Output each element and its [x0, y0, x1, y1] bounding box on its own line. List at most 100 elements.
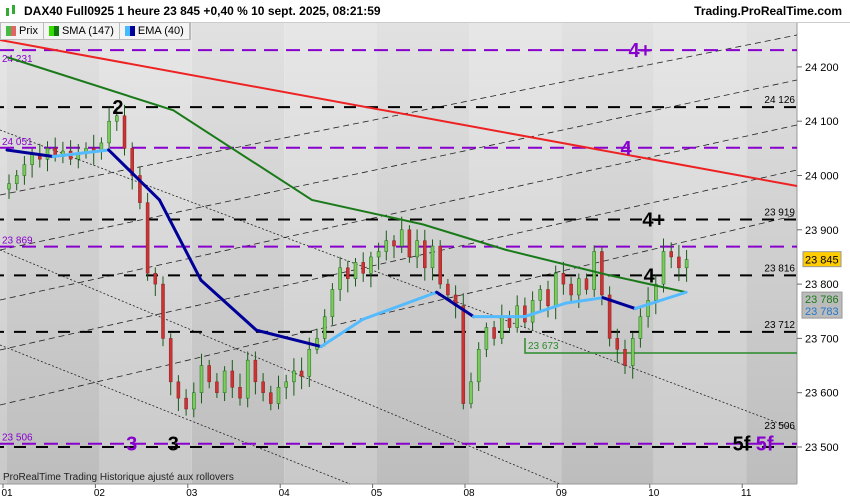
legend-ema[interactable]: EMA (40) — [120, 23, 190, 39]
candle-body — [638, 316, 643, 339]
candle-body — [222, 370, 227, 393]
candlestick-icon — [6, 5, 15, 16]
x-tick-label: 02 — [94, 488, 106, 499]
candle-body — [307, 349, 312, 377]
candle-body — [561, 272, 566, 285]
candle-body — [669, 251, 673, 258]
candle-body — [399, 229, 404, 247]
level-label: 24 051 — [2, 137, 33, 148]
x-tick-label: 04 — [279, 488, 291, 499]
x-tick-label: 01 — [1, 488, 13, 499]
sma-value-label: 23 786 — [805, 294, 839, 306]
last-price-badge — [802, 251, 842, 268]
dotted-trend-line — [0, 344, 351, 485]
level-label: 23 816 — [764, 263, 795, 274]
candle-body — [115, 115, 119, 122]
candle-body — [615, 338, 620, 350]
candle-body — [476, 349, 481, 383]
x-tick-label: 08 — [463, 488, 475, 499]
candle-body — [569, 283, 573, 296]
sma-line — [6, 56, 687, 294]
ema-segment — [199, 278, 258, 332]
ema-segment — [51, 148, 111, 158]
candle-body — [122, 115, 127, 149]
candle-body — [546, 289, 550, 307]
candle-body — [684, 259, 689, 269]
candle-body — [245, 359, 250, 399]
y-tick-label: 23 600 — [805, 388, 839, 400]
candle-body — [45, 148, 50, 160]
candle-body — [261, 381, 265, 393]
y-tick-label: 24 000 — [805, 171, 839, 183]
y-tick-label: 23 900 — [805, 225, 839, 237]
candle-body — [161, 283, 165, 339]
y-tick-label: 24 100 — [805, 116, 839, 128]
ema-segment — [157, 198, 203, 282]
time-axis — [0, 484, 850, 500]
candle-body — [292, 370, 296, 383]
candle-body — [646, 300, 650, 317]
dotted-trend-line — [0, 129, 798, 431]
candle-body — [199, 365, 204, 393]
channel-line — [0, 124, 798, 301]
candle-body — [7, 183, 11, 190]
x-tick-label: 10 — [648, 488, 660, 499]
candle-body — [322, 316, 327, 339]
x-tick-label: 11 — [741, 488, 752, 499]
site-link[interactable]: Trading.ProRealTime.com — [694, 4, 842, 18]
candle-body — [423, 240, 427, 269]
candle-body — [30, 153, 34, 165]
candle-body — [330, 289, 335, 317]
channel-line — [0, 79, 798, 251]
candle-body — [284, 381, 288, 388]
legend-label: SMA (147) — [61, 25, 114, 37]
candle-body — [584, 278, 589, 290]
candle-body — [677, 256, 681, 269]
candle-body — [107, 120, 111, 144]
wave-label: 2 — [112, 97, 123, 119]
level-label: 23 712 — [764, 320, 795, 331]
y-tick-label: 23 700 — [805, 333, 839, 345]
wave-label: 3 — [126, 434, 137, 456]
candle-body — [361, 262, 365, 274]
candle-body — [484, 327, 489, 350]
candle-body — [22, 164, 27, 176]
candle-body — [461, 305, 466, 404]
candle-body — [138, 175, 142, 203]
candle-body — [253, 359, 258, 383]
candle-body — [623, 349, 627, 366]
level-label: 24 126 — [764, 95, 795, 106]
x-tick-label: 09 — [556, 488, 568, 499]
candle-body — [14, 175, 19, 184]
legend-sma[interactable]: SMA (147) — [44, 23, 120, 39]
ema-segment — [319, 317, 365, 349]
candle-body — [492, 327, 496, 339]
candle-body — [500, 316, 504, 339]
legend-prix[interactable]: Prix — [1, 23, 44, 39]
candle-body — [538, 289, 543, 301]
ema-segment — [633, 290, 688, 311]
y-tick-label: 24 200 — [805, 62, 839, 74]
level-label: 23 919 — [764, 207, 795, 218]
candle-body — [523, 305, 527, 323]
wave-label: 4+ — [642, 209, 665, 231]
candle-body — [230, 370, 235, 388]
candle-body — [369, 256, 373, 274]
candle-body — [184, 397, 188, 410]
legend-label: Prix — [19, 25, 38, 37]
y-tick-label: 23 500 — [805, 442, 839, 454]
wave-label: 5f — [756, 434, 774, 456]
wave-label: 3 — [168, 434, 179, 456]
support-label: 23 673 — [528, 341, 559, 352]
wave-label: 4+ — [629, 40, 652, 62]
candle-body — [661, 251, 666, 285]
wave-label: 4 — [644, 265, 656, 287]
support-line — [524, 338, 797, 354]
ema-segment — [107, 148, 161, 202]
level-label: 23 506 — [764, 421, 795, 432]
channel-line — [0, 169, 798, 351]
chart-title: DAX40 Full0925 1 heure 23 845 +0,40 % 10… — [24, 4, 381, 18]
candle-body — [176, 381, 181, 399]
candle-body — [630, 338, 635, 366]
